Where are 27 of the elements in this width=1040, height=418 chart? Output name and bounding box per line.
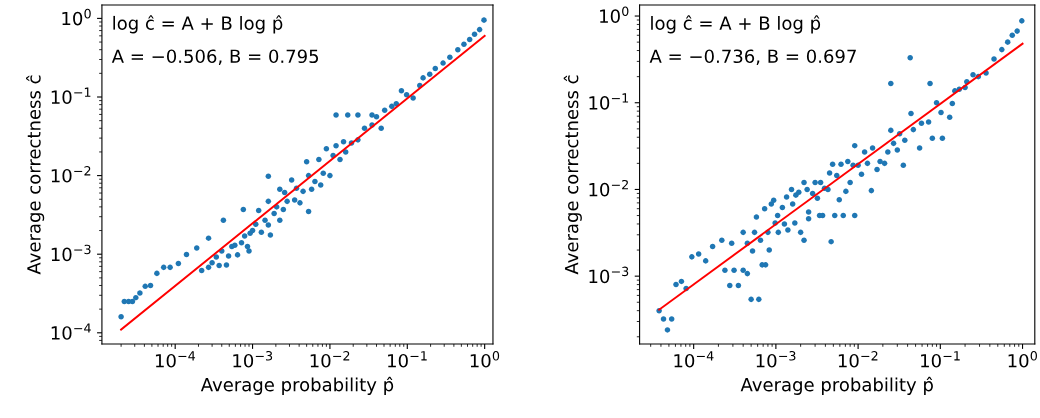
x-tick-label: 10$^{−2}$ — [310, 351, 350, 368]
y-tick-label: 10$^{0}$ — [62, 8, 91, 26]
y-tick-label: 10$^{−1}$ — [589, 93, 629, 110]
x-tick-label: 10$^{−1}$ — [388, 351, 427, 368]
annotation: log ĉ = A + B log p̂ — [113, 15, 283, 34]
annotation: log ĉ = A + B log p̂ — [651, 15, 821, 34]
y-tick-label: 10$^{−3}$ — [51, 244, 91, 262]
y-tick-label: 10$^{−4}$ — [51, 323, 91, 340]
y-tick-label: 10$^{−3}$ — [589, 266, 629, 284]
x-tick-label: 10$^{−4}$ — [674, 351, 714, 368]
x-tick-label: 10$^{−3}$ — [233, 351, 273, 368]
x-tick-label: 10$^{−4}$ — [155, 351, 196, 368]
annotation: A = −0.506, B = 0.795 — [111, 49, 319, 65]
y-tick-label: 10$^{−2}$ — [589, 179, 628, 197]
y-axis-title: Average correctness ĉ — [563, 75, 582, 275]
x-tick-label: 10$^{−3}$ — [756, 351, 796, 368]
y-tick-label: 10$^{0}$ — [600, 6, 629, 24]
x-tick-label: 10$^{0}$ — [470, 351, 500, 368]
x-axis-title: Average probability p̂ — [200, 376, 394, 395]
x-axis-title: Average probability p̂ — [740, 376, 933, 395]
y-tick-label: 10$^{−2}$ — [51, 166, 91, 183]
x-tick-label: 10$^{−1}$ — [921, 351, 960, 368]
x-tick-label: 10$^{0}$ — [1008, 351, 1037, 368]
y-axis-title: Average correctness ĉ — [26, 75, 45, 275]
annotation: A = −0.736, B = 0.697 — [649, 49, 856, 65]
y-tick-label: 10$^{−1}$ — [51, 87, 91, 104]
x-tick-label: 10$^{−2}$ — [838, 351, 878, 368]
